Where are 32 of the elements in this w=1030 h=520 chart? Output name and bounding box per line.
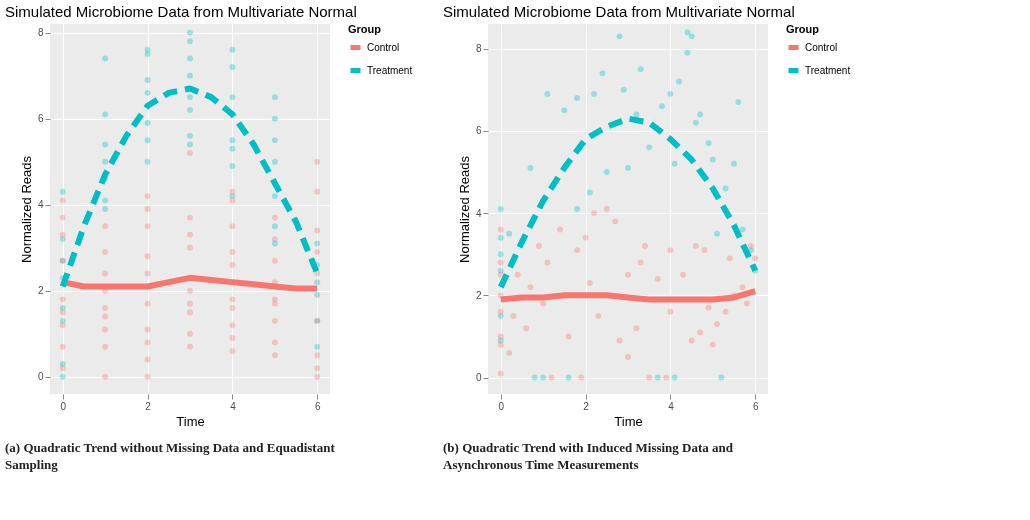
chart-title: Simulated Microbiome Data from Multivariate Normal <box>5 3 357 20</box>
x-tick-label: 4 <box>230 400 237 412</box>
legend-label: Treatment <box>367 64 413 76</box>
chart-title: Simulated Microbiome Data from Multivariate Normal <box>443 3 795 20</box>
text: (a) Quadratic Trend without Missing Data and Equadistant Sampling <box>5 440 336 472</box>
legend-label: Control <box>805 41 838 53</box>
y-tick-label: 4 <box>37 199 44 211</box>
x-tick-label: 0 <box>498 400 505 412</box>
legend-title: Group <box>786 23 820 35</box>
y-tick-label: 0 <box>475 372 482 384</box>
y-tick-label: 6 <box>37 113 44 125</box>
x-axis-title: Time <box>176 413 205 429</box>
y-axis-title: Normalized Reads <box>456 155 472 263</box>
y-tick-label: 4 <box>475 207 482 219</box>
x-tick-label: 2 <box>583 400 590 412</box>
legend-label: Control <box>367 41 400 53</box>
x-tick-label: 6 <box>314 400 321 412</box>
y-tick-label: 0 <box>37 371 44 383</box>
y-axis-title: Normalized Reads <box>18 155 34 263</box>
legend-title: Group <box>348 23 382 35</box>
x-tick-label: 0 <box>60 400 67 412</box>
y-tick-label: 6 <box>475 125 482 137</box>
y-tick-label: 2 <box>37 285 44 297</box>
y-tick-label: 2 <box>475 289 482 301</box>
x-tick-label: 6 <box>752 400 759 412</box>
x-tick-label: 4 <box>668 400 675 412</box>
x-axis-title: Time <box>614 413 643 429</box>
y-tick-label: 8 <box>37 27 44 39</box>
legend-label: Treatment <box>805 64 851 76</box>
x-tick-label: 2 <box>145 400 152 412</box>
y-tick-label: 8 <box>475 43 482 55</box>
text: (b) Quadratic Trend with Induced Missing Data and Asynchronous Time Measurements <box>443 440 734 472</box>
